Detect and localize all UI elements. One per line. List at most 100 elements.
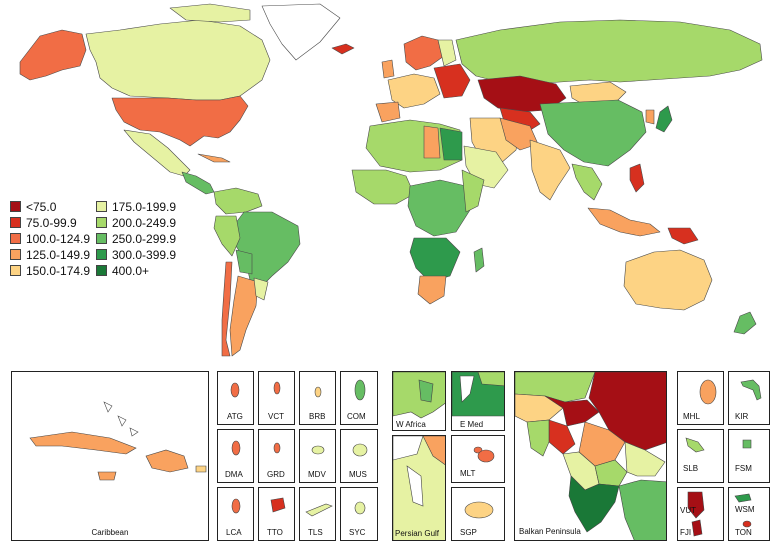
region-western-europe bbox=[387, 73, 441, 109]
region-madagascar bbox=[473, 247, 485, 273]
region-eastern-europe bbox=[433, 63, 471, 99]
legend-item: 300.0-399.9 bbox=[96, 247, 176, 262]
region-east-africa bbox=[461, 169, 485, 213]
inset-slb: SLB bbox=[677, 429, 724, 483]
inset-label: MUS bbox=[349, 470, 367, 479]
region-cuba bbox=[197, 153, 231, 163]
island-shape bbox=[354, 501, 366, 515]
island-cuba bbox=[29, 431, 137, 455]
legend-swatch bbox=[10, 265, 21, 276]
inset-label: WSM bbox=[735, 505, 755, 514]
region-central-africa bbox=[407, 179, 471, 237]
region-brazil bbox=[231, 211, 301, 289]
region-shape bbox=[406, 465, 424, 507]
island-shape bbox=[273, 381, 281, 395]
inset-label: Caribbean bbox=[91, 528, 129, 537]
inset-atg: ATG bbox=[217, 371, 254, 425]
inset-tto: TTO bbox=[258, 487, 295, 541]
legend-swatch bbox=[96, 201, 107, 212]
region-colombia-venezuela bbox=[213, 187, 263, 215]
island-shape bbox=[687, 491, 705, 519]
region-central-america bbox=[181, 171, 215, 195]
inset-label: ATG bbox=[227, 412, 243, 421]
island-shape bbox=[685, 437, 705, 453]
legend-item: 400.0+ bbox=[96, 263, 149, 278]
inset-syc: SYC bbox=[340, 487, 378, 541]
legend-item: <75.0 bbox=[10, 199, 56, 214]
region-alaska bbox=[19, 29, 87, 81]
region-chile bbox=[221, 261, 233, 357]
legend-item: 175.0-199.9 bbox=[96, 199, 176, 214]
island-shape bbox=[477, 449, 495, 463]
inset-label: Persian Gulf bbox=[395, 529, 440, 538]
inset-label: MHL bbox=[683, 412, 700, 421]
inset-mlt: MLT bbox=[451, 435, 505, 483]
inset-fsm: FSM bbox=[728, 429, 770, 483]
legend-item: 125.0-149.9 bbox=[10, 247, 90, 262]
legend-label: 150.0-174.9 bbox=[26, 263, 91, 278]
inset-lca: LCA bbox=[217, 487, 254, 541]
legend-swatch bbox=[10, 201, 21, 212]
inset-balkan-peninsula: Balkan Peninsula bbox=[514, 371, 667, 541]
island-shape bbox=[352, 443, 368, 457]
legend-swatch bbox=[96, 265, 107, 276]
inset-w-africa: W Africa bbox=[392, 371, 446, 431]
inset-vct: VCT bbox=[258, 371, 295, 425]
inset-brb: BRB bbox=[299, 371, 336, 425]
region-philippines bbox=[629, 163, 645, 193]
inset-kir: KIR bbox=[728, 371, 770, 425]
island-shape bbox=[230, 382, 240, 398]
legend-item: 250.0-299.9 bbox=[96, 231, 176, 246]
island-shape bbox=[231, 440, 241, 456]
inset-dma: DMA bbox=[217, 429, 254, 483]
region-southern-africa bbox=[409, 237, 461, 283]
island-shape bbox=[314, 386, 322, 398]
inset-label: FJI bbox=[680, 528, 692, 537]
inset-mhl: MHL bbox=[677, 371, 724, 425]
inset-label: SYC bbox=[349, 528, 366, 537]
region-scandinavia bbox=[403, 35, 445, 71]
island-hispaniola bbox=[145, 449, 189, 473]
inset-label: TON bbox=[735, 528, 752, 537]
region-canada bbox=[85, 19, 271, 101]
inset-label: W Africa bbox=[396, 420, 426, 429]
region-russia bbox=[455, 19, 763, 85]
region-shape bbox=[418, 379, 434, 403]
inset-caribbean: Caribbean bbox=[11, 371, 209, 541]
inset-label: MLT bbox=[460, 469, 476, 478]
inset-vut: VUT FJI bbox=[677, 487, 724, 541]
legend-item: 75.0-99.9 bbox=[10, 215, 77, 230]
legend-swatch bbox=[96, 233, 107, 244]
island-shape bbox=[734, 493, 752, 503]
legend-swatch bbox=[10, 217, 21, 228]
legend-swatch bbox=[10, 233, 21, 244]
island-shape bbox=[742, 520, 752, 528]
region-shape bbox=[624, 441, 666, 477]
region-shape bbox=[526, 419, 550, 457]
legend-label: 200.0-249.9 bbox=[112, 215, 177, 230]
inset-label: TTO bbox=[267, 528, 283, 537]
region-shape bbox=[618, 479, 666, 540]
island-shape bbox=[740, 379, 762, 401]
inset-label: BRB bbox=[309, 412, 326, 421]
inset-label: TLS bbox=[308, 528, 323, 537]
inset-label: FSM bbox=[735, 464, 752, 473]
region-usa bbox=[111, 95, 249, 147]
inset-persian-gulf: Persian Gulf bbox=[392, 435, 446, 541]
inset-label: DMA bbox=[225, 470, 243, 479]
region-shape bbox=[459, 375, 475, 403]
caribbean-map bbox=[29, 401, 207, 481]
island-shape bbox=[464, 501, 494, 519]
inset-wsm: WSM TON bbox=[728, 487, 770, 541]
legend-label: <75.0 bbox=[26, 199, 57, 214]
island-shape bbox=[231, 498, 241, 514]
legend-swatch bbox=[96, 217, 107, 228]
inset-label: VCT bbox=[268, 412, 284, 421]
region-iberia bbox=[375, 101, 401, 123]
region-peru bbox=[213, 215, 241, 257]
region-korea bbox=[645, 109, 655, 125]
region-japan bbox=[655, 105, 673, 133]
region-south-africa bbox=[417, 275, 447, 305]
region-shape bbox=[477, 372, 504, 387]
island-shape bbox=[273, 442, 281, 454]
